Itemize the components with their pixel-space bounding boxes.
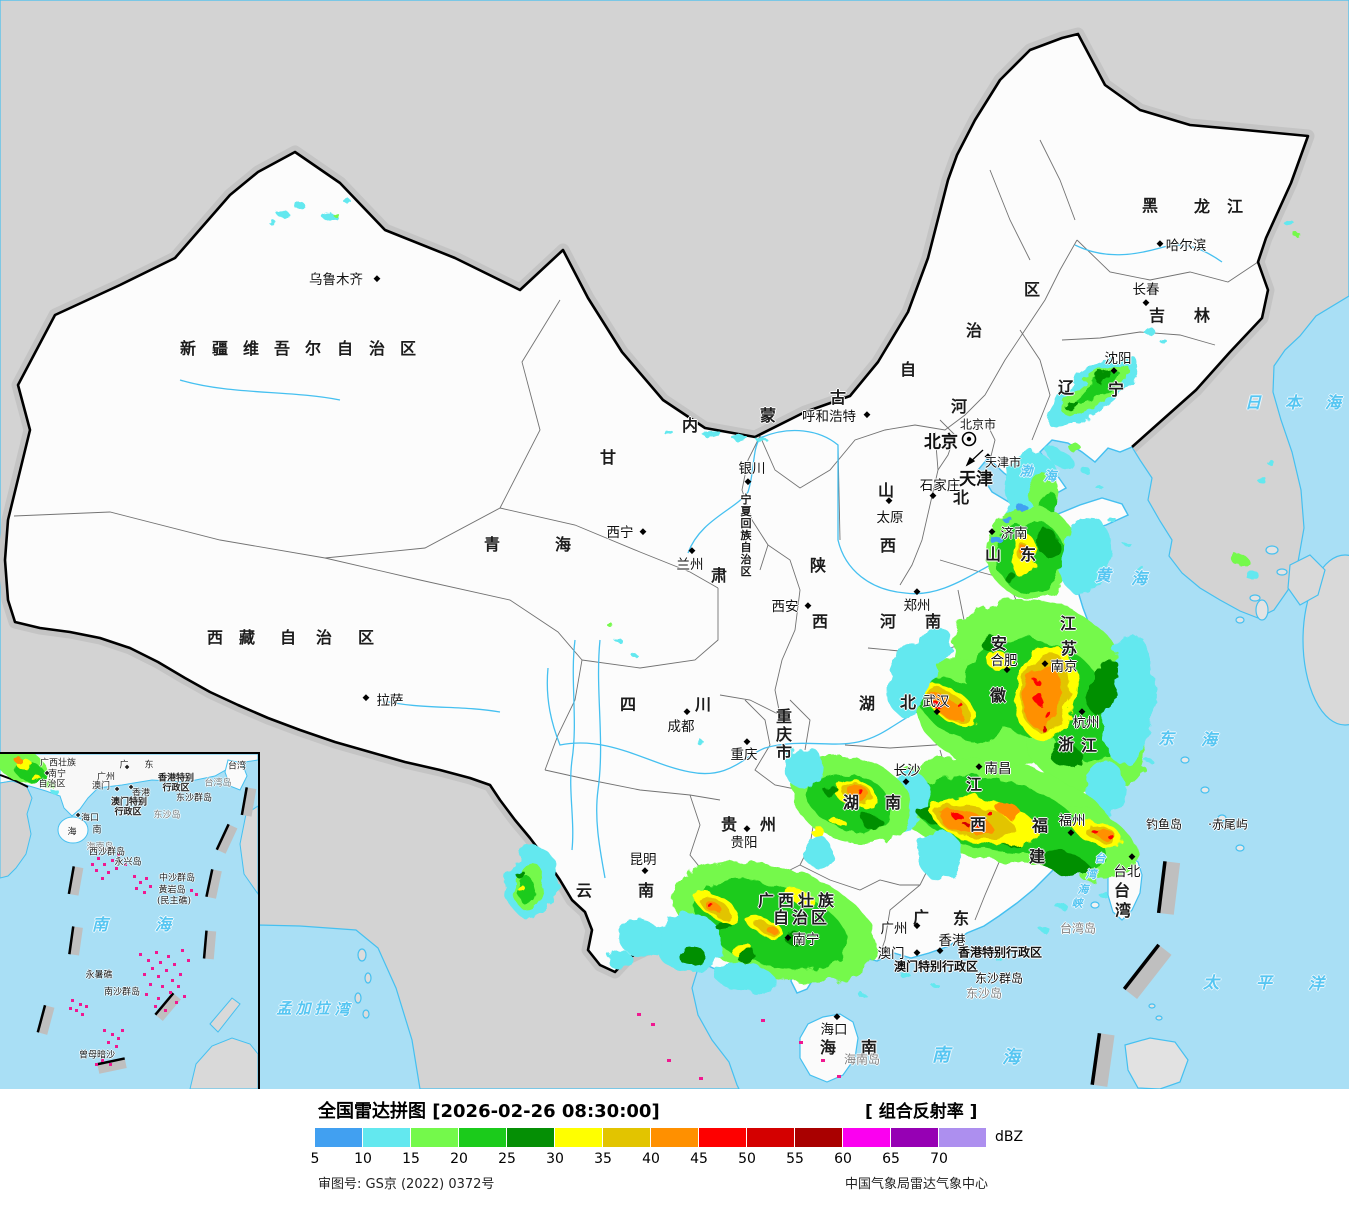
capital-symbol bbox=[961, 431, 977, 447]
national-border bbox=[3, 32, 1310, 974]
islands bbox=[354, 545, 1349, 1089]
inset-borneo bbox=[189, 1037, 258, 1089]
inset-hainan bbox=[57, 816, 89, 844]
hainan-island bbox=[799, 1013, 859, 1083]
scale-cell-15 bbox=[411, 1128, 459, 1147]
scale-cell-60 bbox=[843, 1128, 891, 1147]
radar-specks bbox=[268, 198, 1301, 997]
scale-cell-70 bbox=[939, 1128, 987, 1147]
inset-taiwan bbox=[224, 759, 248, 791]
dbz-color-scale bbox=[315, 1128, 987, 1147]
scale-cell-20 bbox=[459, 1128, 507, 1147]
scale-cell-30 bbox=[555, 1128, 603, 1147]
scale-tick-30: 30 bbox=[546, 1151, 564, 1167]
scale-cell-35 bbox=[603, 1128, 651, 1147]
scale-cell-55 bbox=[795, 1128, 843, 1147]
scale-tick-25: 25 bbox=[498, 1151, 516, 1167]
map-canvas bbox=[0, 0, 1349, 1089]
scale-tick-50: 50 bbox=[738, 1151, 756, 1167]
scale-tick-40: 40 bbox=[642, 1151, 660, 1167]
dbz-unit-label: dBZ bbox=[995, 1129, 1024, 1145]
scale-tick-15: 15 bbox=[402, 1151, 420, 1167]
scale-tick-65: 65 bbox=[882, 1151, 900, 1167]
tianjin-arrow bbox=[965, 449, 984, 467]
scale-cell-65 bbox=[891, 1128, 939, 1147]
inset-reef-dots bbox=[69, 853, 198, 1066]
scale-cell-25 bbox=[507, 1128, 555, 1147]
scale-cell-40 bbox=[651, 1128, 699, 1147]
reef-marks bbox=[637, 1013, 841, 1080]
scale-tick-70: 70 bbox=[930, 1151, 948, 1167]
scale-tick-5: 5 bbox=[310, 1151, 320, 1167]
scale-tick-35: 35 bbox=[594, 1151, 612, 1167]
scale-cell-10 bbox=[363, 1128, 411, 1147]
scale-cell-50 bbox=[747, 1128, 795, 1147]
scale-tick-10: 10 bbox=[354, 1151, 372, 1167]
inset-dash-line bbox=[36, 787, 257, 1074]
south-china-sea-inset: 广西壮族 南宁 自治区广东广州 香港特别 行政区 澳门 香港 澳门特别 行政区 台湾 台湾岛 东沙群岛… bbox=[0, 752, 260, 1089]
radar-echoes bbox=[505, 356, 1155, 993]
boundary-dash-segments bbox=[1090, 861, 1181, 1087]
inset-luzon bbox=[239, 805, 258, 895]
inset-canvas bbox=[0, 754, 258, 1089]
map-title: 全国雷达拼图 [2026-02-26 08:30:00] bbox=[318, 1101, 660, 1122]
scale-tick-45: 45 bbox=[690, 1151, 708, 1167]
scale-cell-45 bbox=[699, 1128, 747, 1147]
inset-palawan bbox=[209, 997, 241, 1033]
approval-number: 审图号: GS京 (2022) 0372号 bbox=[318, 1177, 495, 1192]
dbz-scale-ticks: 5 10 15 20 25 30 35 40 45 50 55 60 65 70 bbox=[311, 1151, 1035, 1167]
product-label: [ 组合反射率 ] bbox=[865, 1102, 978, 1122]
legend-panel: 全国雷达拼图 [2026-02-26 08:30:00] [ 组合反射率 ] 5… bbox=[0, 1089, 1349, 1208]
scale-tick-55: 55 bbox=[786, 1151, 804, 1167]
inset-radar-echo bbox=[0, 754, 59, 795]
china-radar-map: 新疆维吾尔自治区西藏自治区青海内蒙古自治区甘肃陕西山西河北山东河南江苏安徽湖北浙… bbox=[0, 0, 1349, 1089]
scale-cell-5 bbox=[315, 1128, 363, 1147]
organization-label: 中国气象局雷达气象中心 bbox=[845, 1177, 989, 1192]
scale-tick-60: 60 bbox=[834, 1151, 852, 1167]
scale-tick-20: 20 bbox=[450, 1151, 468, 1167]
